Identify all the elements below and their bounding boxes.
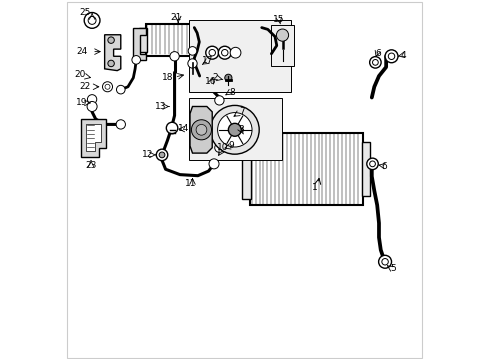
Circle shape [188, 46, 196, 55]
Text: 16: 16 [204, 77, 216, 86]
Circle shape [166, 122, 178, 134]
Text: 6: 6 [381, 162, 387, 171]
Text: 14: 14 [178, 123, 189, 132]
Text: 24: 24 [77, 47, 88, 56]
Circle shape [196, 125, 206, 135]
Circle shape [102, 82, 112, 92]
Bar [188, 21, 290, 92]
Bar [145, 24, 262, 55]
Text: 7: 7 [238, 107, 244, 116]
Circle shape [214, 96, 224, 105]
Bar [188, 98, 282, 160]
Bar [242, 140, 250, 199]
Circle shape [87, 102, 97, 112]
Circle shape [187, 59, 197, 68]
Circle shape [381, 258, 387, 265]
Text: 23: 23 [85, 161, 97, 170]
Circle shape [205, 46, 218, 59]
Circle shape [217, 113, 251, 147]
Circle shape [218, 46, 231, 59]
Text: 3: 3 [238, 125, 244, 134]
Polygon shape [104, 35, 121, 71]
Circle shape [191, 120, 211, 140]
Circle shape [105, 84, 110, 89]
Circle shape [156, 149, 167, 161]
Text: 6: 6 [375, 49, 380, 58]
Circle shape [369, 161, 375, 167]
Circle shape [366, 158, 378, 170]
Circle shape [159, 152, 164, 158]
Circle shape [228, 123, 241, 136]
Text: 15: 15 [272, 15, 284, 24]
Circle shape [210, 105, 259, 154]
Text: 4: 4 [399, 51, 405, 60]
Circle shape [230, 47, 241, 58]
Circle shape [239, 131, 250, 142]
Circle shape [132, 55, 140, 64]
Bar [361, 142, 369, 196]
Text: 19: 19 [76, 98, 87, 107]
Polygon shape [133, 28, 145, 60]
Bar [249, 134, 362, 205]
Circle shape [169, 51, 179, 61]
Text: 2: 2 [212, 73, 218, 82]
Text: 11: 11 [184, 179, 196, 188]
Text: 25: 25 [79, 8, 90, 17]
Circle shape [223, 120, 233, 129]
Text: 10: 10 [217, 143, 228, 152]
Text: 12: 12 [142, 150, 153, 159]
Circle shape [108, 60, 114, 67]
Bar [261, 26, 270, 54]
Circle shape [387, 53, 394, 59]
Text: 18: 18 [162, 73, 173, 82]
Circle shape [208, 159, 219, 169]
Circle shape [224, 74, 231, 81]
Text: 20: 20 [74, 70, 86, 79]
Circle shape [369, 57, 380, 68]
Text: 22: 22 [79, 82, 90, 91]
Polygon shape [190, 107, 212, 153]
Text: 8: 8 [228, 87, 234, 96]
Circle shape [208, 49, 215, 56]
Circle shape [108, 37, 114, 43]
Text: 17: 17 [202, 57, 213, 66]
Bar [271, 25, 293, 66]
Circle shape [214, 143, 224, 152]
Circle shape [372, 59, 378, 65]
Circle shape [87, 95, 97, 104]
Text: 21: 21 [170, 13, 182, 22]
Text: 1: 1 [311, 183, 317, 192]
Text: 13: 13 [154, 102, 165, 111]
Polygon shape [86, 125, 101, 151]
Text: 5: 5 [389, 265, 395, 274]
Circle shape [276, 29, 288, 41]
Circle shape [84, 13, 100, 28]
Circle shape [88, 17, 96, 24]
Circle shape [384, 50, 397, 63]
Polygon shape [81, 119, 106, 157]
Circle shape [116, 120, 125, 129]
Circle shape [116, 85, 125, 94]
Circle shape [378, 255, 391, 268]
Circle shape [221, 49, 227, 56]
Bar [139, 28, 146, 52]
Text: 9: 9 [227, 141, 233, 150]
